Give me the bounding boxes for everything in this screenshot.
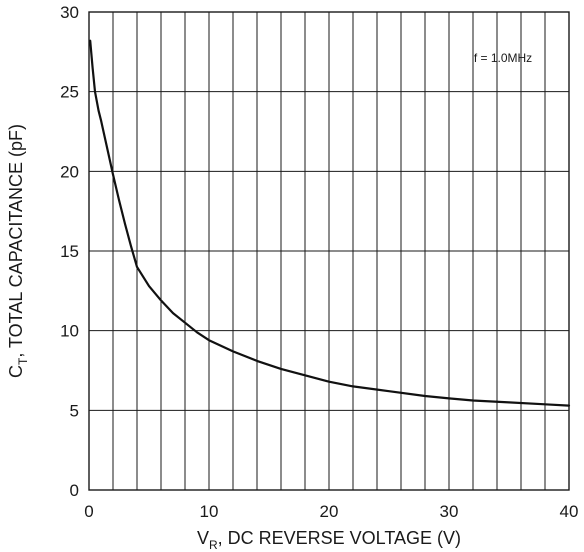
series-line-capacitance xyxy=(89,39,571,407)
x-tick-label: 0 xyxy=(84,502,93,521)
x-axis-title-subscript: R xyxy=(209,538,218,552)
y-tick-label: 20 xyxy=(60,162,79,181)
x-tick-label: 20 xyxy=(320,502,339,521)
y-tick-label: 25 xyxy=(60,83,79,102)
plot-frame xyxy=(88,11,570,491)
grid-lines xyxy=(89,12,569,490)
x-tick-labels: 0 10 20 30 40 xyxy=(84,502,578,521)
frequency-annotation: f = 1.0MHz xyxy=(474,51,532,65)
y-tick-label: 15 xyxy=(60,242,79,261)
y-axis-title: CT, TOTAL CAPACITANCE (pF) xyxy=(6,124,30,378)
y-axis-title-subscript: T xyxy=(16,357,30,365)
y-tick-label: 10 xyxy=(60,322,79,341)
x-tick-label: 30 xyxy=(440,502,459,521)
x-tick-label: 10 xyxy=(200,502,219,521)
x-tick-label: 40 xyxy=(560,502,579,521)
y-tick-label: 5 xyxy=(70,401,79,420)
x-axis-title-main: V xyxy=(197,528,209,548)
x-axis-title-rest: , DC REVERSE VOLTAGE (V) xyxy=(218,528,461,548)
y-tick-label: 30 xyxy=(60,3,79,22)
x-axis-title: VR, DC REVERSE VOLTAGE (V) xyxy=(197,528,461,552)
y-tick-label: 0 xyxy=(70,481,79,500)
y-tick-labels: 0 5 10 15 20 25 30 xyxy=(60,3,79,500)
y-axis-title-main: C xyxy=(6,365,26,378)
y-axis-title-rest: , TOTAL CAPACITANCE (pF) xyxy=(6,124,26,358)
